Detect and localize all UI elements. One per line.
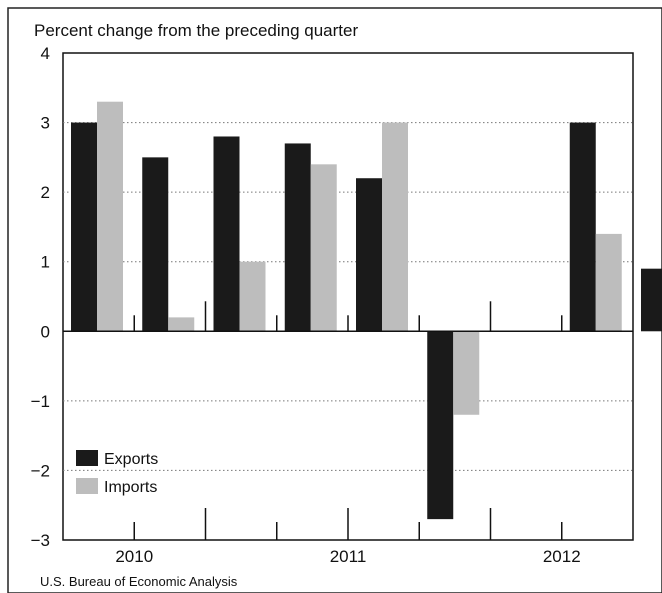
y-tick-label: −1 bbox=[31, 392, 50, 411]
legend: Exports Imports bbox=[76, 450, 158, 496]
bar-imports bbox=[97, 101, 123, 332]
bar-exports bbox=[641, 268, 662, 332]
bar-imports bbox=[168, 317, 195, 332]
outer-frame bbox=[7, 7, 662, 593]
year-label: 2010 bbox=[115, 547, 153, 566]
bar-exports bbox=[569, 122, 596, 332]
bars bbox=[71, 101, 662, 520]
bar-exports bbox=[142, 157, 169, 332]
bar-imports bbox=[595, 233, 622, 332]
legend-swatch-imports bbox=[76, 478, 98, 494]
bar-exports bbox=[427, 331, 454, 520]
quarter-tick-marks bbox=[133, 301, 563, 540]
y-tick-labels: 4 3 2 1 0 −1 −2 −3 bbox=[31, 44, 50, 550]
bar-exports bbox=[213, 136, 240, 332]
year-label: 2011 bbox=[330, 547, 367, 566]
y-tick-label: 4 bbox=[41, 44, 50, 63]
source-note: U.S. Bureau of Economic Analysis bbox=[40, 574, 238, 589]
bar-exports bbox=[356, 178, 382, 332]
y-tick-label: −3 bbox=[31, 531, 50, 550]
legend-label-imports: Imports bbox=[104, 479, 157, 496]
y-axis-label: Percent change from the preceding quarte… bbox=[34, 21, 358, 40]
bar-imports bbox=[239, 261, 266, 332]
y-tick-label: 0 bbox=[41, 322, 50, 341]
bar-imports bbox=[453, 331, 480, 415]
y-tick-label: −2 bbox=[31, 461, 50, 480]
bar-imports bbox=[382, 122, 408, 332]
legend-swatch-exports bbox=[76, 450, 98, 466]
y-tick-label: 1 bbox=[41, 253, 50, 272]
bar-exports bbox=[284, 143, 311, 332]
year-labels: 2010 2011 2012 bbox=[115, 547, 580, 566]
gridlines bbox=[63, 122, 633, 471]
bar-exports bbox=[71, 122, 97, 332]
y-tick-label: 3 bbox=[41, 114, 50, 133]
y-tick-label: 2 bbox=[41, 183, 50, 202]
legend-label-exports: Exports bbox=[104, 451, 158, 468]
bar-imports bbox=[310, 164, 337, 332]
year-label: 2012 bbox=[543, 547, 581, 566]
